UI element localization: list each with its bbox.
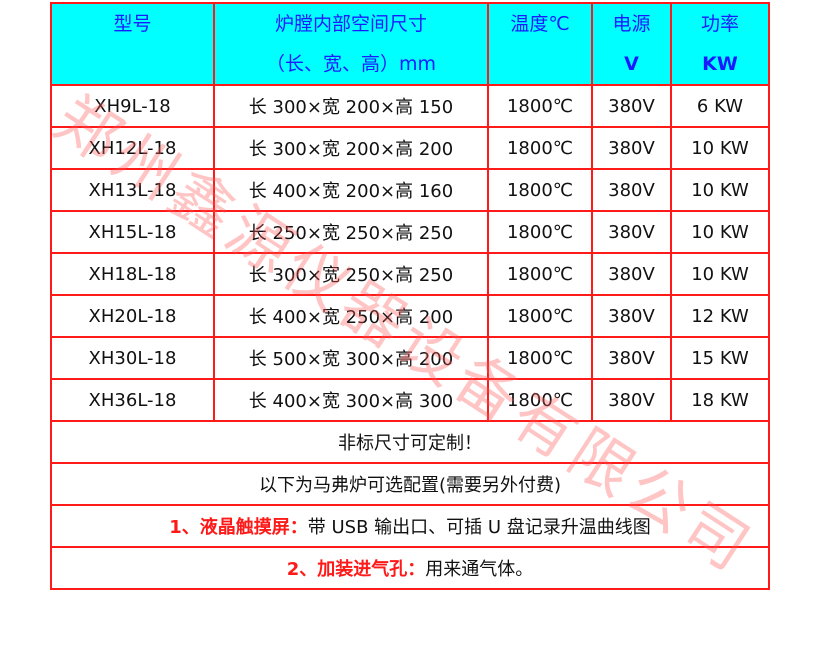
cell-temp: 1800℃ (487, 378, 593, 422)
cell-size: 长 400×宽 300×高 300 (213, 378, 489, 422)
cell-size: 长 400×宽 200×高 160 (213, 168, 489, 212)
cell-temp: 1800℃ (487, 126, 593, 170)
cell-voltage: 380V (591, 168, 672, 212)
cell-power: 10 KW (670, 252, 770, 296)
cell-power: 18 KW (670, 378, 770, 422)
cell-voltage: 380V (591, 210, 672, 254)
cell-model: XH13L-18 (50, 168, 215, 212)
cell-power: 15 KW (670, 336, 770, 380)
cell-model: XH15L-18 (50, 210, 215, 254)
cell-size: 长 300×宽 200×高 150 (213, 84, 489, 128)
table-row: XH30L-18 长 500×宽 300×高 200 1800℃ 380V 15 KW (50, 336, 770, 380)
cell-size: 长 500×宽 300×高 200 (213, 336, 489, 380)
options-title: 以下为马弗炉可选配置(需要另外付费) (50, 462, 770, 506)
cell-model: XH30L-18 (50, 336, 215, 380)
option-2: 2、加装进气孔：用来通气体。 (50, 546, 770, 590)
cell-size: 长 250×宽 250×高 250 (213, 210, 489, 254)
table-row: XH18L-18 长 300×宽 250×高 250 1800℃ 380V 10 KW (50, 252, 770, 296)
cell-power: 6 KW (670, 84, 770, 128)
spec-table: 型号 炉膛内部空间尺寸 （长、宽、高）mm 温度℃ 电源 V 功率 KW XH9L-1… (50, 2, 770, 590)
cell-temp: 1800℃ (487, 210, 593, 254)
table-row: XH36L-18 长 400×宽 300×高 300 1800℃ 380V 18 KW (50, 378, 770, 422)
table-row: XH15L-18 长 250×宽 250×高 250 1800℃ 380V 10 KW (50, 210, 770, 254)
cell-power: 10 KW (670, 210, 770, 254)
header-voltage: 电源 V (591, 2, 672, 86)
header-size: 炉膛内部空间尺寸 （长、宽、高）mm (213, 2, 489, 86)
cell-voltage: 380V (591, 336, 672, 380)
cell-voltage: 380V (591, 294, 672, 338)
option-1: 1、液晶触摸屏：带 USB 输出口、可插 U 盘记录升温曲线图 (50, 504, 770, 548)
custom-note: 非标尺寸可定制！ (50, 420, 770, 464)
cell-model: XH18L-18 (50, 252, 215, 296)
table-row: XH13L-18 长 400×宽 200×高 160 1800℃ 380V 10 KW (50, 168, 770, 212)
cell-size: 长 300×宽 200×高 200 (213, 126, 489, 170)
table-row: XH9L-18 长 300×宽 200×高 150 1800℃ 380V 6 KW (50, 84, 770, 128)
cell-voltage: 380V (591, 252, 672, 296)
table-row: XH12L-18 长 300×宽 200×高 200 1800℃ 380V 10 KW (50, 126, 770, 170)
cell-size: 长 400×宽 250×高 200 (213, 294, 489, 338)
header-temp: 温度℃ (487, 2, 593, 86)
cell-model: XH20L-18 (50, 294, 215, 338)
cell-size: 长 300×宽 250×高 250 (213, 252, 489, 296)
cell-power: 12 KW (670, 294, 770, 338)
cell-power: 10 KW (670, 126, 770, 170)
cell-temp: 1800℃ (487, 84, 593, 128)
cell-voltage: 380V (591, 84, 672, 128)
cell-voltage: 380V (591, 378, 672, 422)
cell-model: XH12L-18 (50, 126, 215, 170)
cell-temp: 1800℃ (487, 336, 593, 380)
header-model: 型号 (50, 2, 215, 86)
cell-model: XH36L-18 (50, 378, 215, 422)
cell-model: XH9L-18 (50, 84, 215, 128)
header-row: 型号 炉膛内部空间尺寸 （长、宽、高）mm 温度℃ 电源 V 功率 KW (50, 2, 770, 86)
header-power: 功率 KW (670, 2, 770, 86)
cell-temp: 1800℃ (487, 294, 593, 338)
cell-temp: 1800℃ (487, 168, 593, 212)
cell-temp: 1800℃ (487, 252, 593, 296)
cell-power: 10 KW (670, 168, 770, 212)
table-row: XH20L-18 长 400×宽 250×高 200 1800℃ 380V 12 KW (50, 294, 770, 338)
cell-voltage: 380V (591, 126, 672, 170)
